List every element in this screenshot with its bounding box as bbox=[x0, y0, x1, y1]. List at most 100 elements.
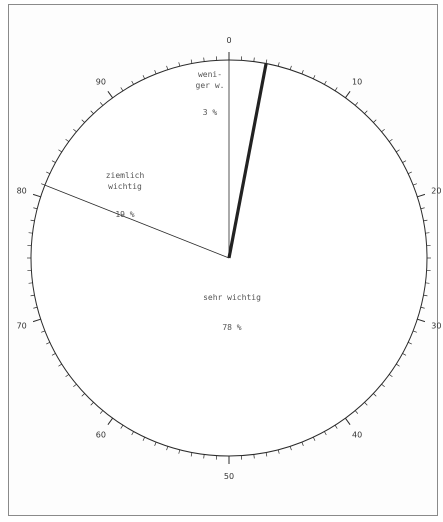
minor-tick bbox=[408, 341, 412, 345]
minor-tick bbox=[46, 341, 50, 345]
minor-tick bbox=[51, 160, 56, 163]
minor-tick bbox=[423, 294, 428, 297]
minor-tick bbox=[41, 183, 46, 186]
minor-tick bbox=[364, 110, 368, 114]
tick-label: 40 bbox=[352, 430, 362, 439]
minor-tick bbox=[120, 87, 124, 92]
minor-tick bbox=[73, 383, 77, 388]
minor-tick bbox=[301, 70, 304, 75]
minor-tick bbox=[425, 282, 430, 284]
minor-tick bbox=[423, 219, 428, 222]
minor-tick bbox=[381, 383, 385, 388]
slice-value-label: 3 % bbox=[203, 108, 218, 117]
slice-label: ger w. bbox=[196, 81, 225, 90]
tick-label: 30 bbox=[431, 321, 441, 330]
minor-tick bbox=[388, 138, 393, 142]
tick-label: 60 bbox=[96, 430, 106, 439]
minor-tick bbox=[364, 402, 368, 406]
major-tick bbox=[344, 91, 351, 99]
slice-value-label: 19 % bbox=[115, 210, 134, 219]
pie-slice-2 bbox=[44, 60, 230, 258]
minor-tick bbox=[402, 160, 407, 163]
minor-tick bbox=[46, 171, 50, 175]
minor-tick bbox=[334, 87, 338, 92]
slice-label: wichtig bbox=[108, 182, 142, 191]
minor-tick bbox=[65, 374, 70, 378]
minor-tick bbox=[99, 410, 104, 414]
major-tick bbox=[417, 193, 426, 198]
minor-tick bbox=[30, 294, 35, 297]
minor-tick bbox=[73, 128, 77, 133]
minor-tick bbox=[28, 282, 33, 284]
minor-tick bbox=[190, 59, 193, 64]
minor-tick bbox=[30, 219, 35, 222]
minor-tick bbox=[190, 452, 193, 457]
major-tick bbox=[32, 193, 41, 198]
minor-tick bbox=[253, 454, 255, 459]
minor-tick bbox=[395, 363, 400, 367]
major-tick bbox=[32, 318, 41, 323]
minor-tick bbox=[324, 80, 327, 85]
minor-tick bbox=[334, 424, 338, 429]
minor-tick bbox=[354, 102, 359, 106]
minor-tick bbox=[99, 102, 104, 106]
minor-tick bbox=[420, 207, 425, 210]
minor-tick bbox=[65, 138, 70, 142]
minor-tick bbox=[412, 183, 417, 186]
minor-tick bbox=[120, 424, 124, 429]
minor-tick bbox=[253, 57, 255, 62]
minor-tick bbox=[154, 441, 157, 446]
minor-tick bbox=[58, 363, 63, 367]
minor-tick bbox=[81, 119, 85, 123]
minor-tick bbox=[373, 393, 377, 397]
minor-tick bbox=[178, 449, 181, 454]
minor-tick bbox=[408, 171, 412, 175]
minor-tick bbox=[33, 306, 38, 309]
minor-tick bbox=[395, 149, 400, 153]
minor-tick bbox=[142, 75, 146, 79]
minor-tick bbox=[58, 149, 63, 153]
minor-tick bbox=[265, 452, 268, 457]
slice-label: weni- bbox=[198, 70, 222, 79]
minor-tick bbox=[354, 410, 359, 414]
minor-tick bbox=[131, 431, 134, 436]
minor-tick bbox=[203, 454, 205, 459]
minor-tick bbox=[90, 402, 94, 406]
tick-label: 0 bbox=[226, 36, 231, 45]
minor-tick bbox=[265, 59, 268, 64]
major-tick bbox=[107, 91, 114, 99]
minor-tick bbox=[420, 306, 425, 309]
minor-tick bbox=[178, 62, 181, 67]
tick-label: 10 bbox=[352, 78, 362, 87]
minor-tick bbox=[388, 374, 393, 378]
minor-tick bbox=[90, 110, 94, 114]
minor-tick bbox=[203, 57, 205, 62]
minor-tick bbox=[41, 330, 46, 333]
major-tick bbox=[417, 318, 426, 323]
minor-tick bbox=[312, 437, 316, 441]
tick-label: 80 bbox=[17, 187, 27, 196]
slice-value-label: 78 % bbox=[222, 323, 241, 332]
minor-tick bbox=[51, 353, 56, 356]
minor-tick bbox=[277, 62, 280, 67]
minor-tick bbox=[166, 65, 169, 70]
minor-tick bbox=[166, 446, 169, 451]
major-tick bbox=[344, 417, 351, 425]
minor-tick bbox=[412, 330, 417, 333]
slice-boundary-emphasis bbox=[227, 63, 268, 259]
tick-label: 20 bbox=[431, 187, 441, 196]
minor-tick bbox=[142, 437, 146, 441]
tick-label: 70 bbox=[17, 321, 27, 330]
pie-slice-1 bbox=[30, 63, 427, 456]
minor-tick bbox=[154, 70, 157, 75]
slice-label: ziemlich bbox=[106, 171, 145, 180]
minor-tick bbox=[131, 80, 134, 85]
minor-tick bbox=[324, 431, 327, 436]
minor-tick bbox=[81, 393, 85, 397]
minor-tick bbox=[402, 353, 407, 356]
minor-tick bbox=[301, 441, 304, 446]
minor-tick bbox=[425, 232, 430, 234]
slices-layer bbox=[30, 59, 428, 457]
minor-tick bbox=[289, 446, 292, 451]
